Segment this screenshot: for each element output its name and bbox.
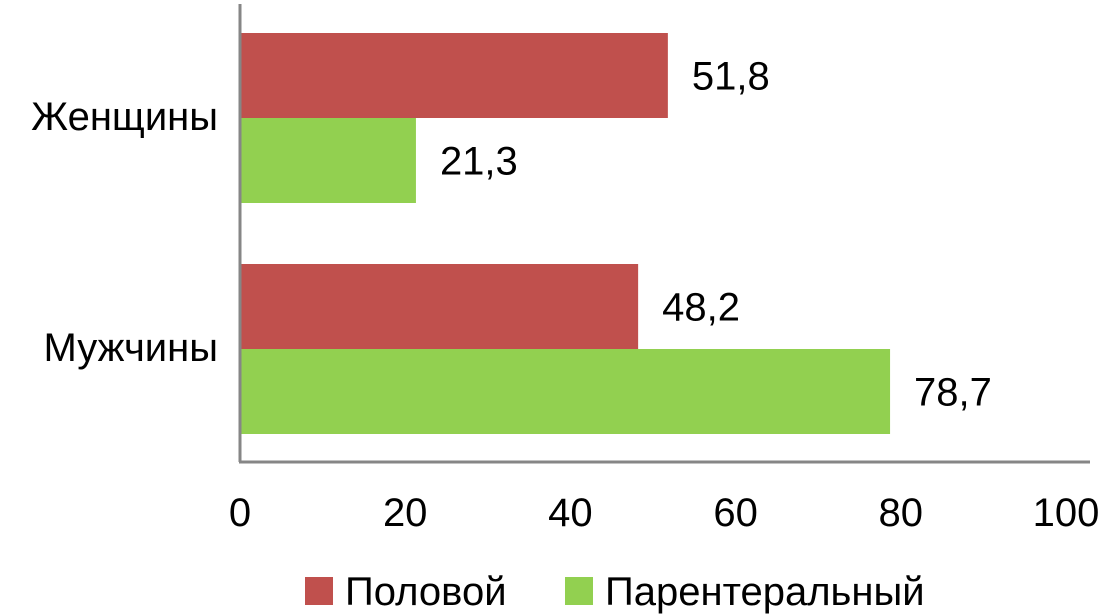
legend-swatch (565, 577, 593, 605)
x-tick-label: 80 (879, 491, 924, 535)
data-label: 78,7 (914, 371, 992, 415)
x-tick-label: 40 (548, 491, 593, 535)
bar-polovoy (240, 264, 639, 349)
category-labels-group: Женщины Мужчины (31, 95, 218, 370)
x-tick-labels-group: 0 20 40 60 80 100 (229, 491, 1100, 535)
bar-polovoy (240, 33, 668, 118)
bars-group (240, 33, 891, 434)
legend-label: Половой (345, 570, 507, 614)
data-label: 51,8 (692, 55, 770, 99)
data-label: 21,3 (440, 140, 518, 184)
category-label: Женщины (31, 95, 218, 139)
data-label: 48,2 (662, 286, 740, 330)
bar-parenteralny (240, 349, 891, 434)
data-labels-group: 51,8 21,3 48,2 78,7 (440, 55, 992, 415)
legend-swatch (305, 577, 333, 605)
x-tick-label: 60 (713, 491, 758, 535)
x-tick-label: 0 (229, 491, 251, 535)
x-tick-label: 100 (1033, 491, 1100, 535)
legend: Половой Парентеральный (305, 570, 925, 614)
x-tick-label: 20 (383, 491, 428, 535)
category-label: Мужчины (43, 326, 218, 370)
bar-parenteralny (240, 118, 416, 203)
legend-label: Парентеральный (605, 570, 925, 614)
